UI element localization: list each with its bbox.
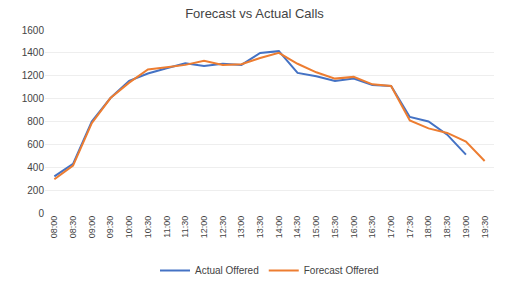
svg-text:1600: 1600: [22, 25, 45, 36]
svg-text:0: 0: [38, 208, 44, 219]
svg-text:12:00: 12:00: [199, 216, 209, 239]
svg-text:18:00: 18:00: [423, 216, 433, 239]
svg-text:10:30: 10:30: [143, 216, 153, 239]
svg-text:16:30: 16:30: [367, 216, 377, 239]
svg-text:1400: 1400: [22, 47, 45, 58]
svg-text:15:30: 15:30: [330, 216, 340, 239]
svg-text:11:30: 11:30: [180, 216, 190, 238]
svg-text:09:30: 09:30: [105, 216, 115, 239]
svg-text:200: 200: [27, 185, 44, 196]
svg-text:18:30: 18:30: [442, 216, 452, 239]
svg-text:15:00: 15:00: [311, 216, 321, 239]
svg-text:10:00: 10:00: [124, 216, 134, 239]
svg-text:19:30: 19:30: [480, 216, 490, 239]
svg-text:Forecast Offered: Forecast Offered: [304, 265, 379, 276]
svg-text:600: 600: [27, 139, 44, 150]
svg-text:14:00: 14:00: [274, 216, 284, 239]
svg-text:19:00: 19:00: [461, 216, 471, 239]
svg-text:08:30: 08:30: [68, 216, 78, 239]
svg-text:08:00: 08:00: [49, 216, 59, 239]
svg-text:Forecast vs Actual Calls: Forecast vs Actual Calls: [185, 6, 324, 21]
svg-text:17:30: 17:30: [405, 216, 415, 239]
svg-text:17:00: 17:00: [386, 216, 396, 239]
svg-text:400: 400: [27, 162, 44, 173]
svg-text:12:30: 12:30: [218, 216, 228, 239]
svg-text:13:30: 13:30: [255, 216, 265, 239]
svg-text:09:00: 09:00: [87, 216, 97, 239]
svg-text:800: 800: [27, 116, 44, 127]
svg-text:14:30: 14:30: [292, 216, 302, 239]
svg-text:1200: 1200: [22, 70, 45, 81]
svg-text:13:00: 13:00: [236, 216, 246, 239]
svg-text:16:00: 16:00: [349, 216, 359, 239]
svg-text:1000: 1000: [22, 93, 45, 104]
svg-text:Actual Offered: Actual Offered: [195, 265, 259, 276]
svg-text:11:00: 11:00: [162, 216, 172, 238]
